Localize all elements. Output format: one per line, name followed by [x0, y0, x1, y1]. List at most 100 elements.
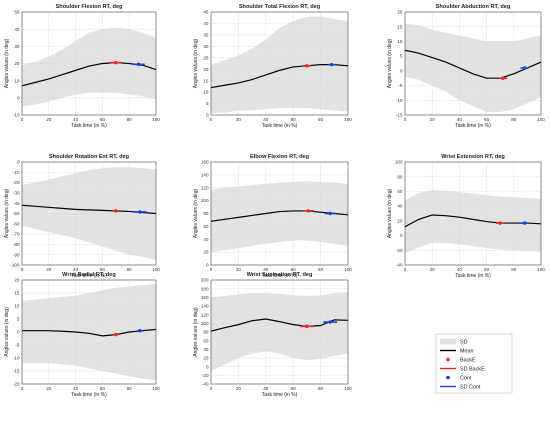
x-tick-label: 60 — [100, 267, 106, 272]
x-tick-label: 60 — [484, 267, 490, 272]
y-tick-label: 0 — [206, 364, 209, 369]
y-tick-label: 40 — [397, 204, 403, 209]
y-tick-label: 15 — [397, 24, 403, 29]
y-tick-label: 80 — [397, 174, 403, 179]
x-tick-label: 60 — [484, 117, 490, 122]
y-tick-label: 20 — [14, 61, 20, 66]
legend: SD Mean BackE SD BackE Cont SD Cont — [435, 333, 513, 394]
x-axis-label: Task time (in %) — [455, 273, 491, 279]
x-tick-label: 60 — [100, 386, 106, 391]
y-tick-label: -60 — [13, 221, 20, 226]
y-axis-label: Angles values (in deg) — [193, 188, 199, 238]
mean-line — [22, 328, 157, 337]
y-tick-label: 5 — [17, 317, 20, 322]
y-tick-label: 20 — [203, 250, 209, 255]
axes-frame — [21, 161, 157, 266]
y-tick-label: 30 — [203, 44, 209, 49]
x-tick-label: 0 — [210, 386, 213, 391]
y-tick-label: -40 — [396, 263, 403, 268]
chart-panel: 0 20 40 60 80 100 0 5 10 15 20 25 30 35 40 45 Shoulder T… — [193, 4, 352, 129]
sd-band — [211, 16, 348, 113]
y-tick-label: 40 — [203, 237, 209, 242]
x-tick-label: 0 — [210, 267, 213, 272]
y-tick-label: 20 — [203, 356, 209, 361]
chart-title: Elbow Flexion RT, deg — [250, 154, 310, 160]
x-axis-label: Task time (in %) — [71, 123, 107, 129]
chart-title: Wrist Extension RT, deg — [441, 154, 505, 160]
y-tick-label: -20 — [13, 180, 20, 185]
chart-panel: 0 20 40 60 80 100-100-90-80-70-60-50-40-30-20… — [4, 154, 160, 279]
y-axis-label: Angles values (in deg) — [193, 38, 199, 88]
x-tick-label: 100 — [152, 117, 160, 122]
y-tick-label: 120 — [201, 312, 209, 317]
x-tick-label: 100 — [344, 117, 352, 122]
sd-band — [405, 189, 541, 254]
backe-point — [305, 324, 309, 329]
x-tick-label: 20 — [430, 117, 436, 122]
y-tick-label: 80 — [203, 330, 209, 335]
y-tick-label: 30 — [14, 44, 20, 49]
y-tick-label: -40 — [13, 201, 20, 206]
x-tick-label: 60 — [100, 117, 106, 122]
y-tick-label: -15 — [396, 113, 403, 118]
y-tick-label: 20 — [397, 218, 403, 223]
y-tick-label: -10 — [396, 98, 403, 103]
y-tick-label: 5 — [400, 54, 403, 59]
y-tick-label: 80 — [203, 211, 209, 216]
y-tick-label: 20 — [14, 278, 20, 283]
x-tick-label: 40 — [263, 117, 269, 122]
x-tick-label: 60 — [291, 386, 297, 391]
x-tick-label: 80 — [511, 117, 517, 122]
y-tick-label: -10 — [13, 356, 20, 361]
y-tick-label: 15 — [14, 291, 20, 296]
x-tick-label: 40 — [73, 117, 79, 122]
x-tick-label: 80 — [318, 386, 324, 391]
x-tick-label: 100 — [152, 267, 160, 272]
y-axis-label: Angles values (in deg) — [193, 307, 199, 357]
y-tick-label: 60 — [203, 224, 209, 229]
axes-frame — [404, 11, 542, 116]
y-tick-label: 15 — [203, 78, 209, 83]
y-tick-label: 0 — [206, 113, 209, 118]
axes-frame — [210, 11, 349, 116]
y-tick-label: 120 — [201, 185, 209, 190]
y-tick-label: 40 — [14, 27, 20, 32]
y-axis-label: Angles values (in deg) — [4, 38, 10, 88]
x-tick-label: 20 — [46, 267, 52, 272]
x-tick-label: 100 — [152, 386, 160, 391]
y-tick-label: 40 — [203, 21, 209, 26]
cont-point — [329, 62, 334, 67]
chart-title: Wrist Radial RT, deg — [62, 272, 116, 278]
axes-frame — [210, 279, 349, 385]
y-tick-label: 60 — [397, 189, 403, 194]
chart-panel: 0 20 40 60 80 100 -40 -20 0 20 40 60 80 100 120 140 160 1… — [193, 272, 352, 398]
sd-band — [22, 27, 156, 107]
x-tick-label: 60 — [291, 117, 297, 122]
y-tick-label: -30 — [13, 191, 20, 196]
y-tick-label: -40 — [202, 382, 209, 387]
y-tick-label: 0 — [17, 330, 20, 335]
x-tick-label: 80 — [318, 117, 324, 122]
legend-swatch-dot — [446, 375, 450, 380]
sd-band — [405, 23, 541, 113]
x-tick-label: 40 — [263, 267, 269, 272]
y-tick-label: -5 — [15, 343, 20, 348]
cont-point — [136, 62, 141, 67]
x-tick-label: 80 — [127, 267, 133, 272]
backe-point — [501, 76, 505, 80]
x-tick-label: 40 — [457, 267, 463, 272]
legend-swatch-sd — [440, 338, 456, 345]
x-tick-label: 20 — [236, 267, 242, 272]
y-tick-label: 180 — [201, 286, 209, 291]
chart-panel: 0 20 40 60 80 100 -40 -20 0 20 40 60 80 100 Wrist Exte… — [387, 154, 545, 279]
y-tick-label: 10 — [203, 90, 209, 95]
mean-line — [210, 318, 349, 332]
x-tick-label: 20 — [46, 386, 52, 391]
x-tick-label: 40 — [73, 386, 79, 391]
chart-panel: 0 20 40 60 80 100 -15 -10 -5 0 5 10 15 20 Shoulder Abd… — [387, 4, 545, 129]
x-tick-label: 20 — [46, 117, 52, 122]
backe-point — [114, 60, 118, 65]
y-tick-label: -100 — [10, 263, 20, 268]
legend-label: Mean — [460, 348, 474, 354]
